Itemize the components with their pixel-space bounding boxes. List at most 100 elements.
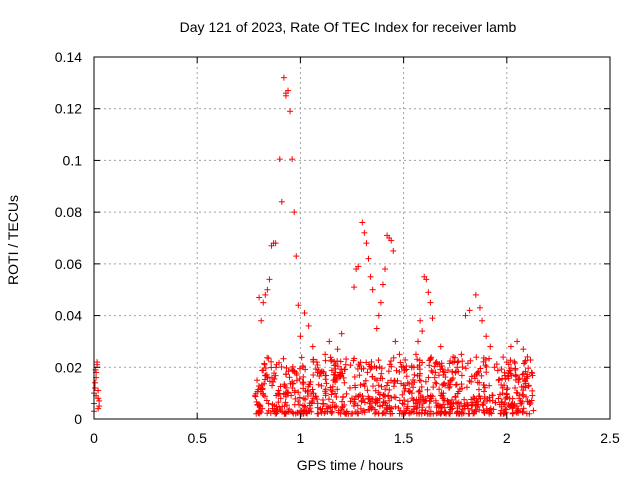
data-point: [264, 286, 271, 293]
data-point-band: [493, 361, 500, 368]
data-point-band: [376, 363, 383, 370]
data-point-band: [304, 388, 311, 395]
data-point: [351, 284, 358, 291]
data-point: [516, 395, 523, 402]
data-point-band: [321, 410, 328, 417]
data-point-band: [304, 393, 311, 400]
data-point-band: [308, 399, 315, 406]
data-point-band: [365, 406, 372, 413]
data-point-band: [521, 360, 528, 367]
data-point-band: [422, 407, 429, 414]
data-point-band: [328, 410, 335, 417]
data-point-band: [390, 354, 397, 361]
data-point: [278, 198, 285, 205]
data-point-band: [525, 365, 532, 372]
data-point-band: [402, 409, 409, 416]
data-point-band: [416, 388, 423, 395]
data-point: [495, 377, 502, 384]
data-point: [293, 253, 300, 260]
data-point: [512, 384, 519, 391]
data-point-band: [420, 400, 427, 407]
data-point-band: [392, 403, 399, 410]
data-point-band: [455, 388, 462, 395]
data-point-band: [328, 391, 335, 398]
data-point-band: [316, 373, 323, 380]
data-point-band: [392, 394, 399, 401]
data-point-band: [520, 405, 527, 412]
data-points: [91, 74, 537, 417]
data-point-band: [339, 403, 346, 410]
data-point-band: [395, 405, 402, 412]
data-point-band: [364, 369, 371, 376]
data-point-band: [458, 385, 465, 392]
data-point-band: [369, 373, 376, 380]
axis-ticks: 0 0.5 1 1.5 2 2.5 0 0.02 0.04 0.06 0.08 0.1 0.12 0.14: [55, 49, 620, 446]
data-point: [363, 240, 370, 247]
y-tick-label: 0.06: [55, 256, 82, 272]
data-point: [346, 384, 353, 391]
data-point-band: [513, 389, 520, 396]
data-point-band: [379, 410, 386, 417]
data-point: [441, 369, 448, 376]
data-point-band: [331, 358, 338, 365]
data-point-band: [408, 380, 415, 387]
data-point-band: [283, 364, 290, 371]
data-point-band: [432, 369, 439, 376]
data-point-band: [293, 372, 300, 379]
data-point-band: [355, 392, 362, 399]
data-point-band: [299, 362, 306, 369]
data-point: [338, 330, 345, 337]
data-point-band: [503, 394, 510, 401]
data-point: [476, 304, 483, 311]
data-point-band: [319, 396, 326, 403]
x-axis-label: GPS time / hours: [297, 457, 404, 473]
data-point-band: [286, 374, 293, 381]
data-point: [280, 74, 287, 81]
data-point-band: [289, 384, 296, 391]
data-point-band: [352, 384, 359, 391]
data-point-band: [499, 375, 506, 382]
data-point-band: [527, 357, 534, 364]
data-point-band: [340, 394, 347, 401]
data-point-band: [446, 410, 453, 417]
x-tick-label: 1: [297, 430, 305, 446]
data-point: [96, 397, 103, 404]
data-point-band: [358, 398, 365, 405]
data-point-band: [474, 379, 481, 386]
data-point-band: [281, 410, 288, 417]
data-point-band: [320, 368, 327, 375]
data-point-band: [437, 409, 444, 416]
data-point: [483, 333, 490, 340]
data-point: [429, 315, 436, 322]
data-point-band: [373, 377, 380, 384]
data-point-band: [332, 365, 339, 372]
data-point-band: [501, 372, 508, 379]
data-point-band: [360, 380, 367, 387]
data-point-band: [399, 400, 406, 407]
data-point-band: [451, 358, 458, 365]
data-point-band: [327, 384, 334, 391]
data-point-band: [384, 379, 391, 386]
data-point-band: [350, 402, 357, 409]
data-point-band: [473, 354, 480, 361]
data-point-band: [391, 378, 398, 385]
data-point-band: [400, 382, 407, 389]
data-point: [92, 379, 99, 386]
data-point-band: [464, 384, 471, 391]
data-point-band: [486, 407, 493, 414]
data-point-band: [462, 365, 469, 372]
data-point-band: [367, 403, 374, 410]
data-point-band: [431, 374, 438, 381]
data-point-band: [507, 370, 514, 377]
data-point-band: [255, 386, 262, 393]
data-point-band: [272, 372, 279, 379]
data-point-band: [519, 371, 526, 378]
data-point: [437, 343, 444, 350]
data-point-band: [322, 392, 329, 399]
data-point-band: [380, 391, 387, 398]
data-point-band: [273, 361, 280, 368]
data-point-band: [447, 377, 454, 384]
data-point: [503, 359, 510, 366]
data-point-band: [437, 366, 444, 373]
data-point-band: [354, 365, 361, 372]
